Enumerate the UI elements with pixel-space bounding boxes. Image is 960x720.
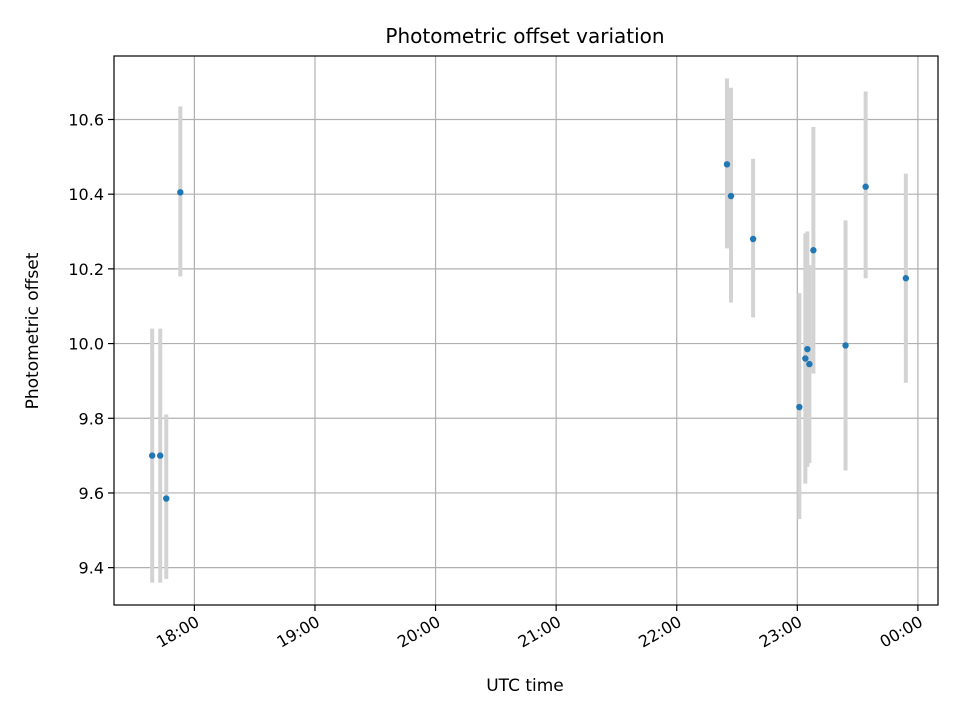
- data-point: [148, 452, 156, 459]
- data-point: [163, 495, 170, 502]
- y-tick-label: 9.8: [79, 409, 104, 428]
- data-point: [862, 183, 869, 190]
- plot-frame: [113, 55, 939, 606]
- y-tick-label: 10.2: [68, 260, 104, 279]
- x-axis-title: UTC time: [486, 676, 564, 696]
- data-point: [902, 275, 910, 282]
- data-points: [148, 161, 910, 502]
- data-point: [796, 403, 803, 411]
- y-tick-label: 10.6: [68, 110, 104, 129]
- data-point: [727, 192, 735, 200]
- y-axis-title: Photometric offset: [23, 252, 43, 409]
- y-axis-ticks: 9.4 9.6 9.8 10.0 10.2 10.4 10.6: [68, 110, 114, 578]
- y-tick-label: 9.6: [79, 484, 104, 503]
- data-point: [749, 235, 757, 243]
- data-point: [157, 452, 164, 459]
- chart-title: Photometric offset variation: [385, 24, 664, 48]
- y-tick-label: 10.0: [68, 335, 104, 354]
- y-tick-label: 10.4: [68, 185, 104, 204]
- data-point: [177, 189, 184, 196]
- data-point: [806, 360, 813, 368]
- data-point: [842, 342, 849, 349]
- data-point: [802, 355, 809, 362]
- y-tick-label: 9.4: [79, 559, 104, 578]
- data-point: [810, 247, 817, 254]
- data-point: [723, 161, 731, 168]
- data-point: [804, 345, 811, 353]
- grid: [114, 56, 938, 605]
